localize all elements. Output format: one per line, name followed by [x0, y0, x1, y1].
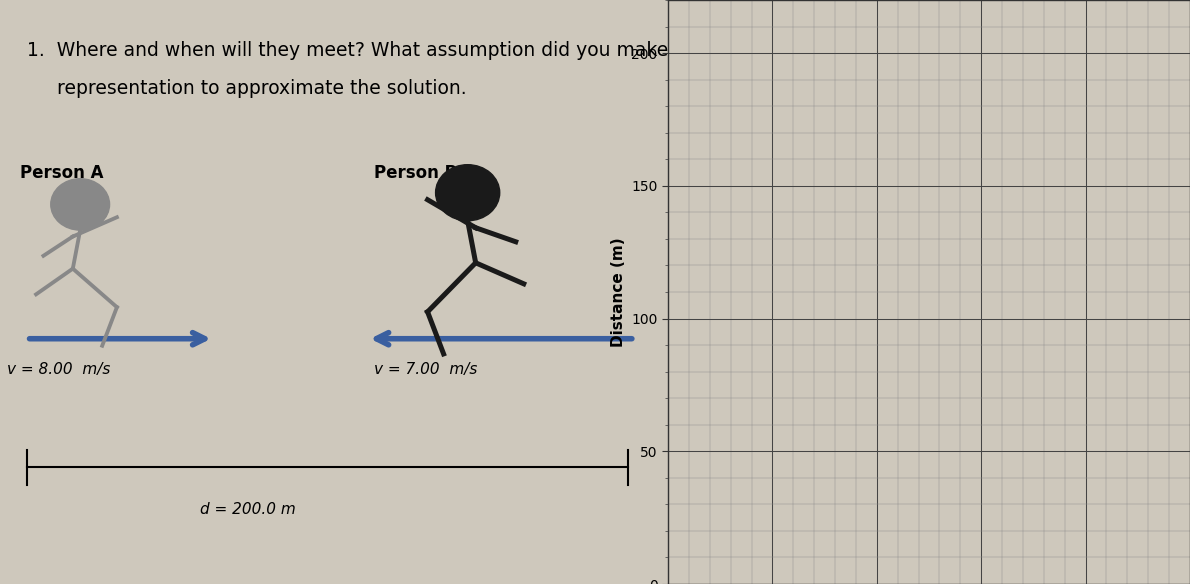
Text: 1.  Where and when will they meet? What assumption did you make? Draw a graphica: 1. Where and when will they meet? What a… — [26, 41, 844, 60]
Text: v = 8.00  m/s: v = 8.00 m/s — [7, 362, 109, 377]
Y-axis label: Distance (m): Distance (m) — [610, 237, 626, 347]
Text: d = 200.0 m: d = 200.0 m — [200, 502, 296, 517]
Circle shape — [51, 179, 109, 230]
Text: v = 7.00  m/s: v = 7.00 m/s — [374, 362, 477, 377]
Text: Person A: Person A — [20, 164, 104, 182]
Text: representation to approximate the solution.: representation to approximate the soluti… — [26, 79, 466, 98]
Text: Person B: Person B — [374, 164, 457, 182]
Circle shape — [436, 165, 500, 221]
